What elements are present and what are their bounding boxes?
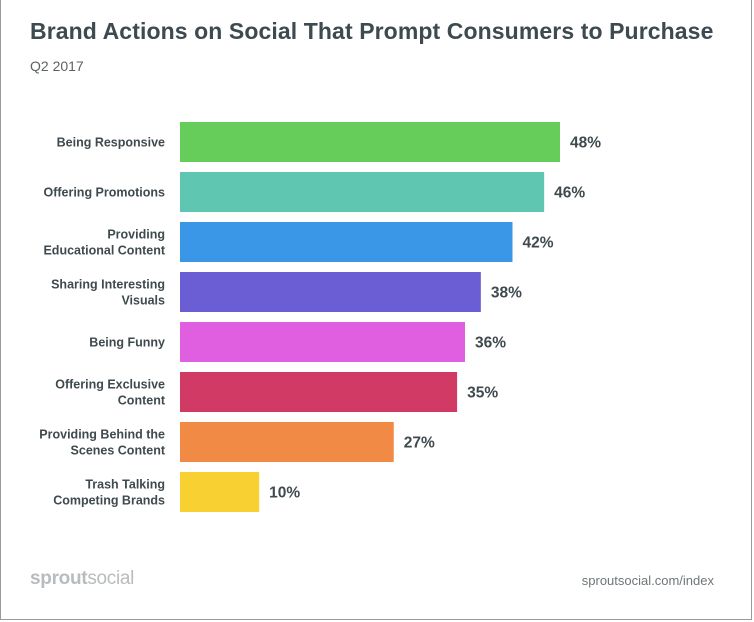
bar-3 xyxy=(180,272,481,312)
value-label-0: 48% xyxy=(570,135,601,152)
category-label-1: Offering Promotions xyxy=(43,186,165,200)
value-label-3: 38% xyxy=(491,285,522,302)
bar-1 xyxy=(180,172,545,212)
source-url: sproutsocial.com/index xyxy=(581,573,714,588)
chart-title: Brand Actions on Social That Prompt Cons… xyxy=(30,18,714,44)
sproutsocial-logo: sproutsocial xyxy=(30,568,134,590)
chart-subtitle: Q2 2017 xyxy=(30,58,84,74)
value-label-2: 42% xyxy=(523,235,554,252)
category-label-6: Providing Behind the Scenes Content xyxy=(39,428,166,458)
value-label-4: 36% xyxy=(475,335,506,352)
category-label-0: Being Responsive xyxy=(57,136,165,150)
category-label-5: Offering Exclusive Content xyxy=(55,378,166,408)
bar-0 xyxy=(180,122,560,162)
brand-light: social xyxy=(87,568,135,589)
value-label-7: 10% xyxy=(269,485,300,502)
bar-4 xyxy=(180,322,465,362)
category-label-4: Being Funny xyxy=(89,336,165,350)
category-label-7: Trash Talking Competing Brands xyxy=(53,478,165,508)
bar-7 xyxy=(180,472,260,512)
value-label-1: 46% xyxy=(554,185,585,202)
category-label-2: Providing Educational Content xyxy=(43,228,165,258)
value-label-6: 27% xyxy=(404,435,435,452)
brand-bold: sprout xyxy=(30,568,88,589)
bar-5 xyxy=(180,372,458,412)
value-label-5: 35% xyxy=(467,385,498,402)
bar-2 xyxy=(180,222,513,262)
bar-6 xyxy=(180,422,394,462)
category-label-3: Sharing Interesting Visuals xyxy=(51,278,165,308)
